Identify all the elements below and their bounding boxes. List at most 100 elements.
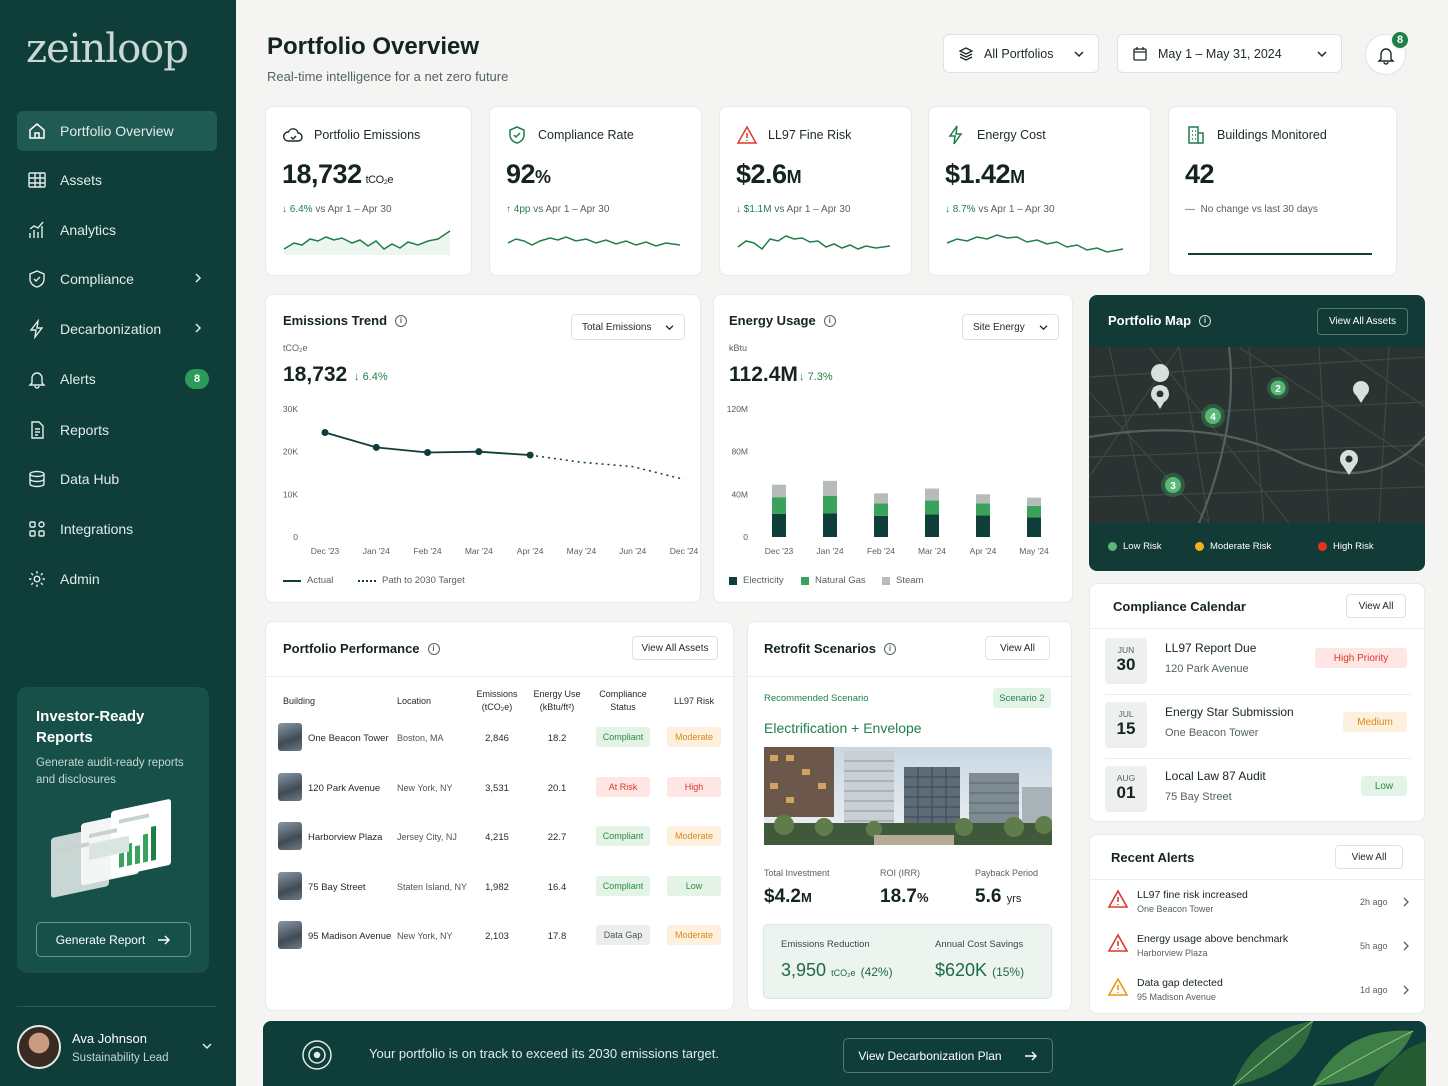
- gear-icon: [29, 571, 45, 587]
- emissions-sparkline: [283, 230, 451, 255]
- x-tick-label: Jan '24: [816, 546, 843, 556]
- alerts-count-badge: 8: [185, 369, 209, 389]
- emissions-metric-select[interactable]: Total Emissions: [571, 314, 685, 340]
- calendar-day: 15: [1116, 719, 1136, 738]
- data-point[interactable]: [424, 449, 432, 457]
- bar-natural-gas[interactable]: [976, 503, 990, 516]
- table-row[interactable]: 95 Madison Avenue New York, NY 2,103 17.…: [266, 921, 735, 965]
- scenario-name: Electrification + Envelope: [764, 720, 922, 736]
- data-point[interactable]: [475, 448, 483, 456]
- user-profile[interactable]: Ava Johnson Sustainability Lead: [17, 1006, 217, 1086]
- chart-delta: ↓ 6.4%: [354, 371, 388, 383]
- leaves-decoration: [1232, 1021, 1426, 1086]
- info-icon[interactable]: i: [395, 314, 408, 327]
- bar-natural-gas[interactable]: [925, 500, 939, 515]
- bar-electricity[interactable]: [823, 513, 837, 537]
- alert-item[interactable]: Energy usage above benchmark Harborview …: [1090, 929, 1426, 969]
- bar-electricity[interactable]: [772, 513, 786, 537]
- bar-steam[interactable]: [925, 488, 939, 501]
- chevron-down-icon: [1317, 50, 1327, 57]
- calendar-item[interactable]: AUG 01 Local Law 87 Audit 75 Bay Street …: [1090, 764, 1426, 822]
- bar-steam[interactable]: [976, 494, 990, 504]
- portfolio-map-card: Portfolio Map i View All Assets 2 4 3 Low…: [1089, 295, 1425, 571]
- data-point[interactable]: [372, 443, 380, 451]
- data-point[interactable]: [321, 428, 329, 436]
- sidebar-item-assets[interactable]: Assets: [17, 160, 217, 200]
- section-title: Energy Usage: [729, 313, 816, 328]
- sidebar-item-reports[interactable]: Reports: [17, 410, 217, 450]
- bell-icon: [28, 372, 46, 389]
- bar-steam[interactable]: [772, 484, 786, 498]
- alert-time: 2h ago: [1360, 897, 1388, 907]
- portfolio-select[interactable]: All Portfolios: [943, 34, 1099, 73]
- calendar-item[interactable]: JUN 30 LL97 Report Due 120 Park Avenue H…: [1090, 636, 1426, 694]
- bar-electricity[interactable]: [925, 514, 939, 537]
- generate-report-button[interactable]: Generate Report: [36, 922, 191, 957]
- sidebar-item-alerts[interactable]: Alerts 8: [17, 359, 217, 399]
- bar-electricity[interactable]: [976, 515, 990, 537]
- priority-badge: Low: [1361, 776, 1407, 796]
- bar-electricity[interactable]: [1027, 517, 1041, 537]
- cell-building: One Beacon Tower: [308, 733, 389, 744]
- table-row[interactable]: One Beacon Tower Boston, MA 2,846 18.2 C…: [266, 723, 735, 767]
- bar-steam[interactable]: [1027, 497, 1041, 506]
- info-icon[interactable]: i: [427, 642, 440, 655]
- energy-metric-select[interactable]: Site Energy: [962, 314, 1059, 340]
- view-all-alerts-button[interactable]: View All: [1335, 845, 1403, 869]
- portfolio-select-value: All Portfolios: [984, 46, 1054, 61]
- calendar-item[interactable]: JUL 15 Energy Star Submission One Beacon…: [1090, 700, 1426, 758]
- sidebar-item-portfolio-overview[interactable]: Portfolio Overview: [17, 111, 217, 151]
- info-icon[interactable]: i: [883, 642, 896, 655]
- table-row[interactable]: 120 Park Avenue New York, NY 3,531 20.1 …: [266, 772, 735, 817]
- view-all-scenarios-button[interactable]: View All: [985, 636, 1050, 660]
- kpi-compare: vs Apr 1 – Apr 30: [530, 204, 610, 215]
- kpi-delta-value: $1.1M: [743, 204, 772, 215]
- table-row[interactable]: Harborview Plaza Jersey City, NJ 4,215 2…: [266, 822, 735, 866]
- bar-electricity[interactable]: [874, 515, 888, 537]
- bar-natural-gas[interactable]: [1027, 505, 1041, 518]
- user-name: Ava Johnson: [72, 1031, 147, 1046]
- view-all-assets-map-button[interactable]: View All Assets: [1317, 308, 1408, 335]
- sidebar-item-decarbonization[interactable]: Decarbonization: [17, 309, 217, 349]
- roi-value: 18.7%: [880, 886, 929, 908]
- x-tick-label: Jun '24: [619, 546, 646, 556]
- alert-item[interactable]: Data gap detected 95 Madison Avenue 1d a…: [1090, 973, 1426, 1013]
- chevron-right-icon: [195, 273, 202, 283]
- calendar-title: LL97 Report Due: [1165, 641, 1257, 655]
- reduction-pct: (42%): [860, 965, 893, 979]
- bar-steam[interactable]: [874, 493, 888, 504]
- data-point[interactable]: [526, 451, 534, 459]
- view-all-assets-button[interactable]: View All Assets: [632, 636, 718, 660]
- bar-natural-gas[interactable]: [772, 497, 786, 514]
- x-tick-label: May '24: [1019, 546, 1049, 556]
- map-canvas[interactable]: 2 4 3: [1089, 347, 1425, 523]
- table-row[interactable]: 75 Bay Street Staten Island, NY 1,982 16…: [266, 871, 735, 916]
- bar-natural-gas[interactable]: [874, 503, 888, 516]
- bar-steam[interactable]: [823, 480, 837, 496]
- info-icon[interactable]: i: [1199, 314, 1212, 327]
- view-all-calendar-button[interactable]: View All: [1346, 594, 1406, 618]
- map-cluster-2[interactable]: 2: [1275, 384, 1281, 395]
- bar-natural-gas[interactable]: [823, 495, 837, 514]
- reduction-unit: tCO₂e: [831, 968, 856, 978]
- map-cluster-4[interactable]: 4: [1210, 412, 1216, 423]
- sidebar-item-integrations[interactable]: Integrations: [17, 509, 217, 549]
- x-tick-label: Mar '24: [465, 546, 493, 556]
- divider: [266, 676, 735, 677]
- sidebar-item-admin[interactable]: Admin: [17, 559, 217, 599]
- sidebar-item-analytics[interactable]: Analytics: [17, 210, 217, 250]
- investment-value: $4.2M: [764, 886, 812, 908]
- map-cluster-3[interactable]: 3: [1170, 481, 1176, 492]
- map-legend-high: High Risk: [1318, 541, 1374, 552]
- info-icon[interactable]: i: [823, 314, 836, 327]
- sidebar-item-data-hub[interactable]: Data Hub: [17, 459, 217, 499]
- sidebar-item-compliance[interactable]: Compliance: [17, 259, 217, 299]
- reduction-value: 3,950 tCO₂e (42%): [781, 960, 893, 981]
- map-pin-icon[interactable]: [1151, 364, 1170, 409]
- recommended-label: Recommended Scenario: [764, 693, 869, 704]
- calendar-subtitle: 75 Bay Street: [1165, 791, 1232, 803]
- calendar-title: Energy Star Submission: [1165, 705, 1294, 719]
- alert-item[interactable]: LL97 fine risk increased One Beacon Towe…: [1090, 885, 1426, 925]
- date-range-select[interactable]: May 1 – May 31, 2024: [1117, 34, 1342, 73]
- view-decarbonization-plan-button[interactable]: View Decarbonization Plan: [843, 1038, 1053, 1073]
